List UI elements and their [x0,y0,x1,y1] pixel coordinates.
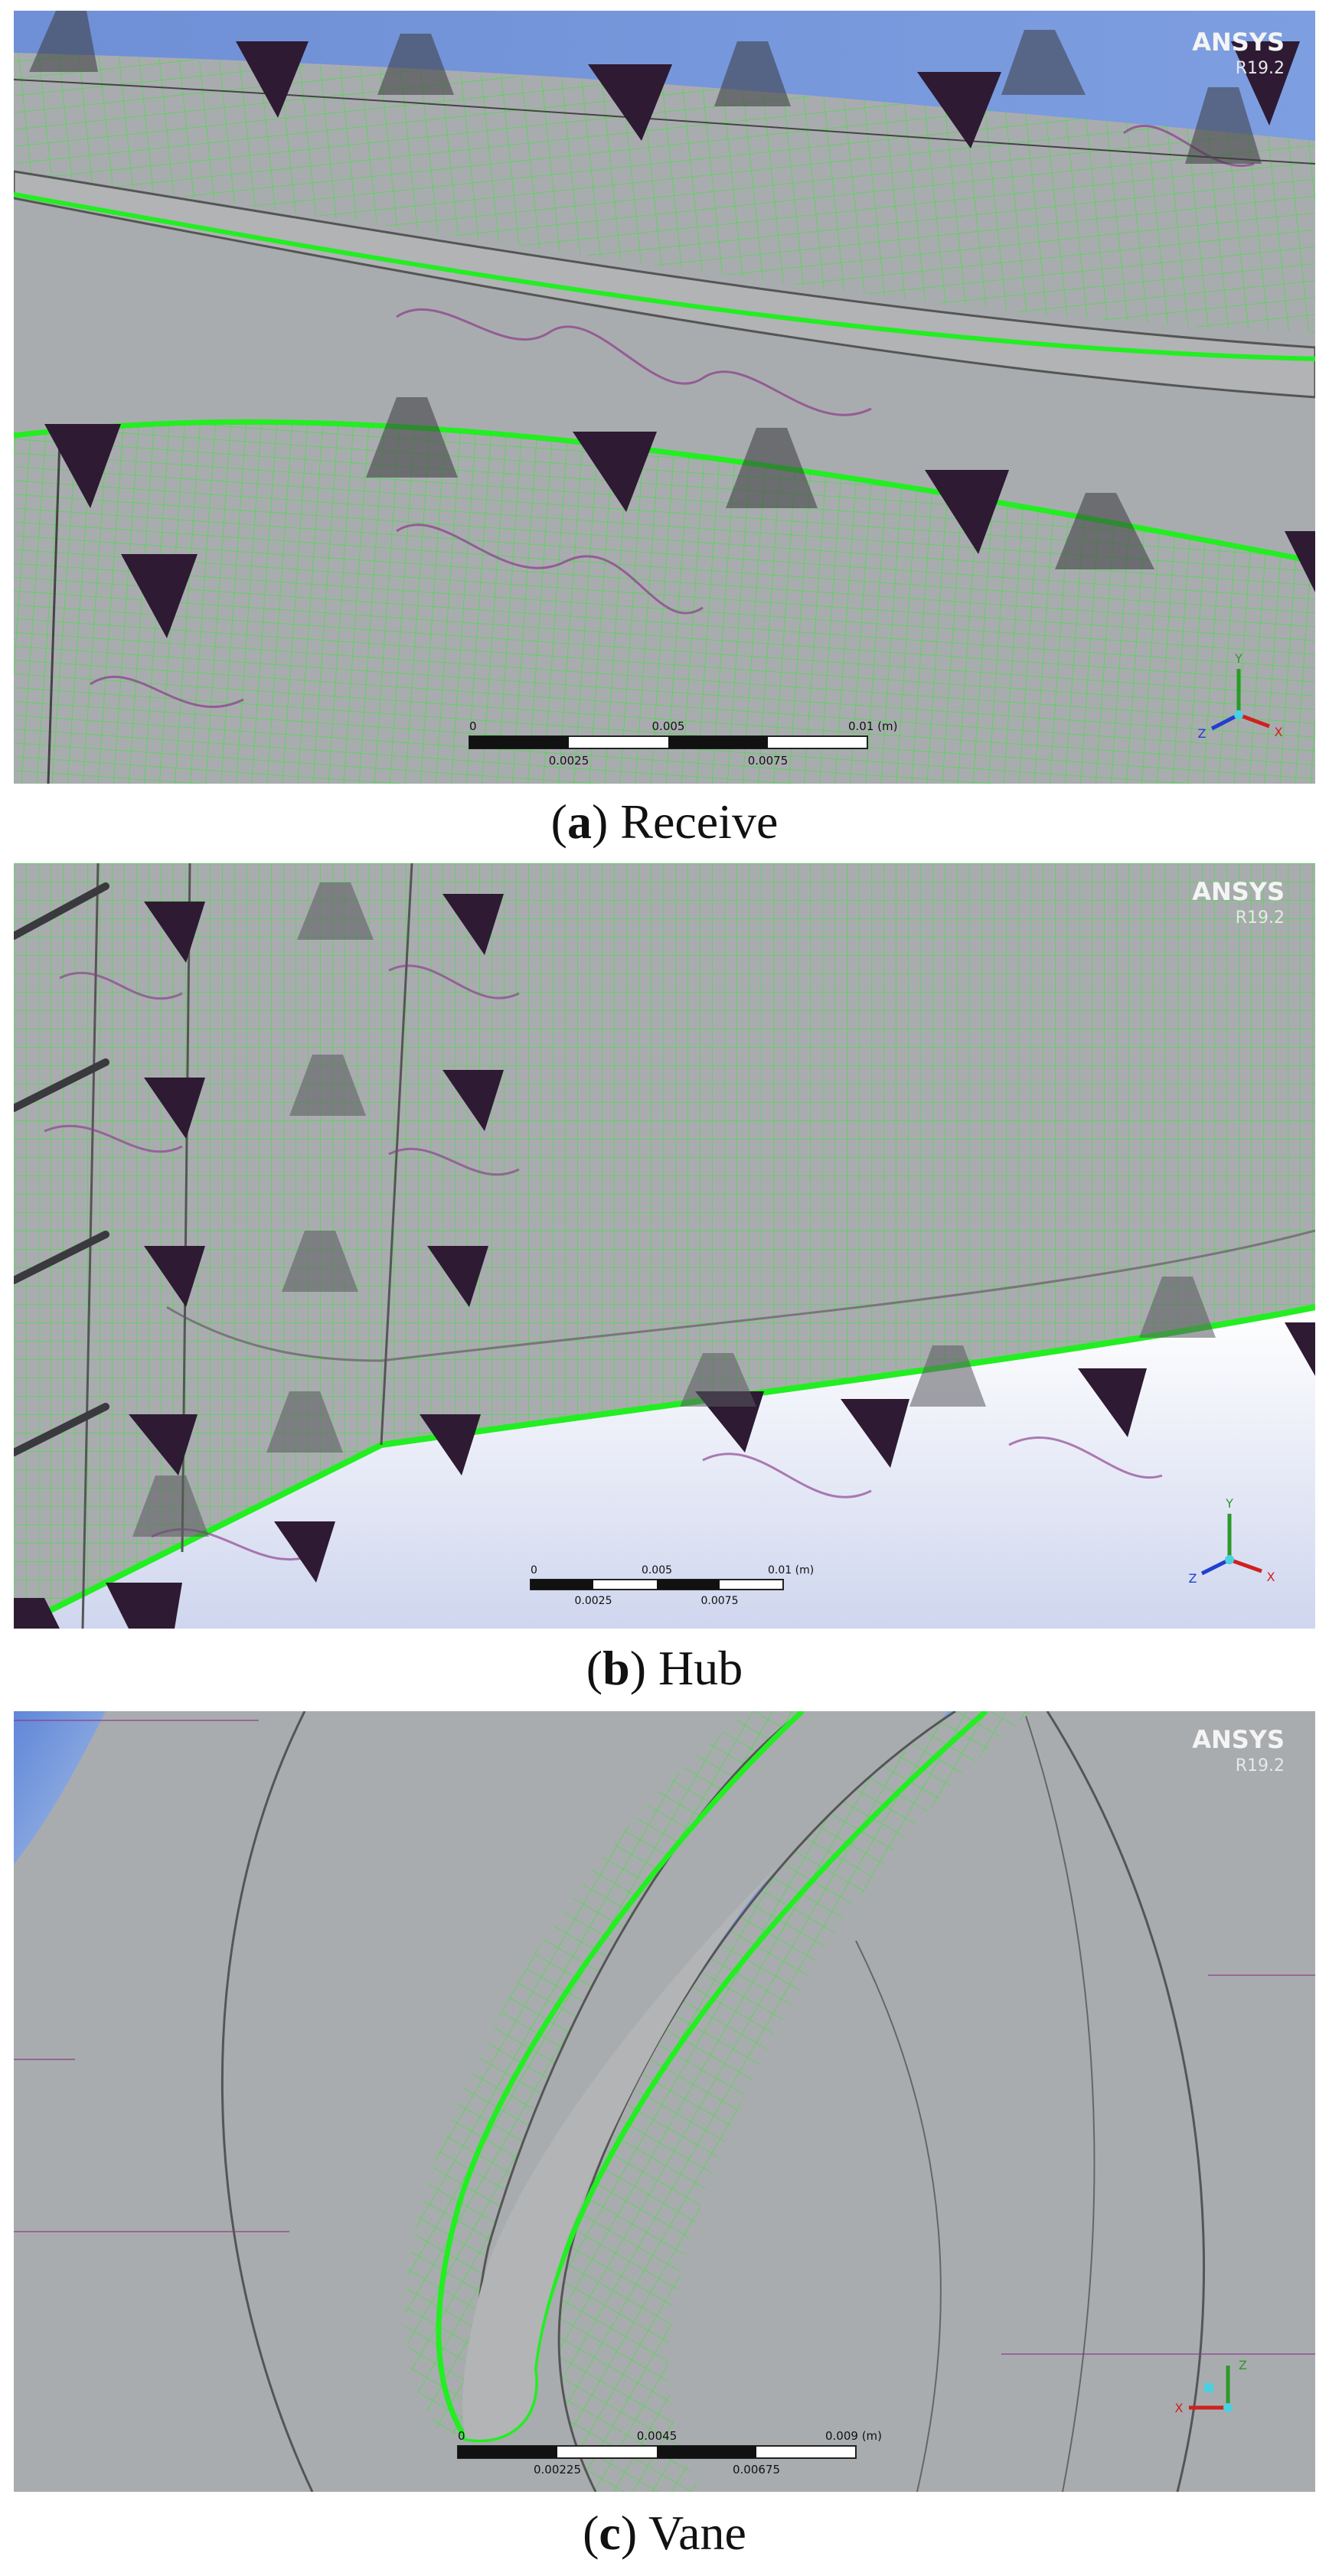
ansys-logo: ANSYS [1192,28,1285,57]
caption-letter: a [567,794,592,849]
axis-y-label: Y [1225,1496,1233,1511]
caption-name: Receive [620,794,779,849]
panel-b-hub: ANSYS R19.2 0 0.005 0.01 (m) 0.0025 0.00… [14,863,1315,1629]
mesh-view-vane: ANSYS R19.2 0 0.0045 0.009 (m) 0.00225 0… [14,1711,1315,2492]
version-label: R19.2 [1236,59,1285,78]
mesh-band-top [14,53,1315,332]
axis-z-label: Z [1198,726,1207,741]
version-label: R19.2 [1236,908,1285,928]
axis-z-label: Z [1239,2358,1247,2372]
axis-z-label: Z [1189,1571,1197,1586]
axis-x-label: X [1175,2401,1184,2415]
axis-x-label: X [1267,1570,1275,1584]
floor-region [14,1307,1315,1629]
scale-tick-quarter: 0.0025 [549,754,589,768]
scale-tick-end: 0.01 (m) [768,1564,814,1577]
caption-letter: b [602,1641,630,1695]
mesh-view-receive: ANSYS R19.2 0 0.005 0.01 (m) 0.0025 0.00… [14,11,1315,784]
scale-tick-end: 0.009 (m) [825,2429,882,2443]
scale-tick-three-quarter: 0.0075 [701,1595,739,1607]
mesh-vane-left [405,1711,802,2438]
edge-line [14,192,1315,361]
ansys-logo: ANSYS [1192,877,1285,906]
mesh-view-hub: ANSYS R19.2 0 0.005 0.01 (m) 0.0025 0.00… [14,863,1315,1629]
scale-tick-three-quarter: 0.0075 [748,754,789,768]
caption-name: Vane [648,2506,746,2560]
axis-triad: Y Z X [1189,1496,1275,1586]
markers [14,894,1315,1629]
scale-tick-three-quarter: 0.00675 [733,2463,780,2477]
caption-c: (c) Vane [583,2506,746,2560]
scale-bar: 0 0.0045 0.009 (m) 0.00225 0.00675 [457,2429,882,2477]
scale-bar: 0 0.005 0.01 (m) 0.0025 0.0075 [530,1564,814,1607]
markers [44,41,1315,638]
panel-a-receive: ANSYS R19.2 0 0.005 0.01 (m) 0.0025 0.00… [14,11,1315,784]
scale-tick-quarter: 0.0025 [575,1595,612,1607]
scale-tick-quarter: 0.00225 [534,2463,581,2477]
caption-b: (b) Hub [586,1641,743,1695]
panel-c-vane: ANSYS R19.2 0 0.0045 0.009 (m) 0.00225 0… [14,1711,1315,2492]
scale-tick-mid: 0.005 [652,719,685,733]
axis-y-label: Y [1234,651,1242,666]
mesh-vane-right [559,1711,1032,2492]
scale-tick-0: 0 [531,1564,537,1577]
axis-x-label: X [1275,725,1283,739]
scale-tick-end: 0.01 (m) [848,719,897,733]
caption-name: Hub [658,1641,743,1695]
ansys-logo: ANSYS [1192,1725,1285,1754]
axis-triad: Z X [1175,2358,1247,2415]
scale-tick-mid: 0.005 [642,1564,672,1577]
scale-tick-mid: 0.0045 [637,2429,678,2443]
caption-letter: c [599,2506,621,2560]
scale-tick-0: 0 [458,2429,465,2443]
scale-bar: 0 0.005 0.01 (m) 0.0025 0.0075 [469,719,897,768]
caption-a: (a) Receive [550,794,779,849]
version-label: R19.2 [1236,1756,1285,1775]
scale-tick-0: 0 [469,719,477,733]
axis-triad: Y Z X [1198,651,1283,741]
